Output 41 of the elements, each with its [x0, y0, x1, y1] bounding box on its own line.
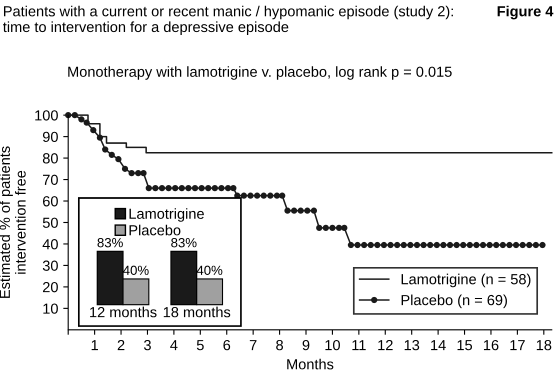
y-tick-label: 20 — [42, 282, 58, 292]
chart-title: Patients with a current or recent manic / hypomanic episode (study 2): time to intervention for a depressive episode — [3, 6, 453, 35]
caption: Figure 4 — [498, 6, 554, 20]
x-tick-label: 8 — [276, 340, 283, 350]
x-tick-label: 2 — [118, 340, 124, 350]
legend-label: Lamotrigine (n = 58) — [402, 274, 530, 288]
y-tick-label: 80 — [42, 153, 58, 164]
y-tick-label: 40 — [42, 239, 58, 250]
x-tick-label: 3 — [144, 340, 151, 350]
y-tick-label: 50 — [42, 218, 58, 228]
y-tick-label: 60 — [42, 196, 58, 206]
x-tick-label: 17 — [510, 340, 525, 350]
y-tick-label: 100 — [35, 110, 58, 121]
x-tick-label: 14 — [431, 340, 446, 350]
x-tick-label: 13 — [404, 340, 420, 350]
y-tick-label: 70 — [43, 174, 58, 185]
legend-label: Placebo — [130, 224, 180, 236]
x-tick-label: 18 — [536, 340, 552, 350]
data-label: 40% — [196, 266, 222, 275]
y-tick-label: 30 — [42, 260, 58, 271]
data-label: 83% — [171, 238, 197, 248]
data-label: 83% — [98, 238, 123, 248]
data-label: 40% — [123, 266, 149, 275]
x-tick-label: 18 months — [164, 306, 230, 318]
chart-subtitle: Monotherapy with lamotrigine v. placebo, log rank p = 0.015 — [68, 66, 452, 80]
x-tick-label: 16 — [484, 340, 498, 350]
x-tick-label: 6 — [223, 340, 230, 350]
x-tick-label: 11 — [352, 340, 366, 350]
x-tick-label: 4 — [170, 340, 178, 350]
x-tick-label: 1 — [92, 340, 98, 350]
y-tick-label: 90 — [42, 132, 58, 142]
x-tick-label: 5 — [196, 340, 204, 350]
x-tick-label: 9 — [302, 340, 310, 350]
legend-label: Lamotrigine — [130, 208, 204, 222]
legend-label: Placebo (n = 69) — [402, 294, 507, 308]
x-tick-label: 10 — [325, 340, 340, 350]
x-tick-label: 15 — [458, 340, 472, 350]
x-tick-label: 12 — [378, 340, 393, 350]
x-axis-title: Months — [287, 358, 334, 370]
x-tick-label: 12 months — [90, 306, 157, 318]
x-tick-label: 7 — [250, 340, 256, 350]
